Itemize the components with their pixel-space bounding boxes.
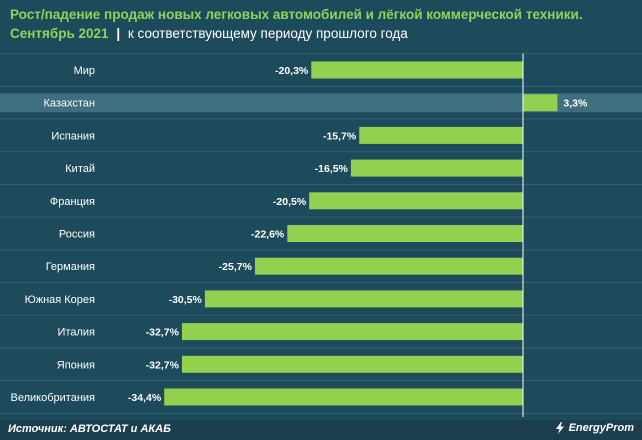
bar-1 bbox=[523, 94, 558, 112]
footer-bar: Источник: АВТОСТАТ и АКАБ EnergyProm bbox=[0, 420, 642, 440]
value-label: -22,6% bbox=[251, 229, 285, 241]
bar-chart: Мир -20,3% Казахстан 3,3% Испания -15,7% Китай… bbox=[0, 53, 642, 417]
category-label: Германия bbox=[46, 261, 95, 273]
highlight-row bbox=[0, 93, 642, 113]
subtitle-period: Сентябрь 2021 bbox=[10, 26, 109, 41]
value-label: -32,7% bbox=[146, 327, 180, 339]
source-note: Источник: АВТОСТАТ и АКАБ bbox=[8, 423, 171, 435]
category-label: Франция bbox=[50, 196, 95, 208]
subtitle-separator: | bbox=[116, 26, 121, 41]
value-label: 3,3% bbox=[563, 98, 588, 110]
chart-title: Рост/падение продаж новых легковых автом… bbox=[10, 7, 583, 22]
bar-0 bbox=[311, 61, 523, 79]
value-label: -20,3% bbox=[275, 65, 309, 77]
category-label: Мир bbox=[74, 65, 95, 77]
bar-2 bbox=[359, 126, 523, 144]
bar-6 bbox=[254, 257, 523, 275]
bar-9 bbox=[181, 355, 523, 373]
value-label: -34,4% bbox=[128, 392, 162, 404]
bar-10 bbox=[164, 388, 523, 406]
bar-7 bbox=[204, 290, 523, 308]
chart-title-block: Рост/падение продаж новых легковых автом… bbox=[10, 5, 640, 43]
bar-4 bbox=[309, 192, 523, 210]
value-label: -30,5% bbox=[169, 294, 203, 306]
category-label: Великобритания bbox=[11, 392, 96, 404]
category-label: Испания bbox=[51, 130, 95, 142]
bar-5 bbox=[287, 225, 523, 242]
category-label: Италия bbox=[58, 327, 96, 339]
energyprom-logo: EnergyProm bbox=[554, 422, 634, 434]
bar-8 bbox=[181, 323, 523, 341]
bar-3 bbox=[350, 159, 523, 177]
value-label: -16,5% bbox=[315, 163, 349, 175]
category-label: Южная Корея bbox=[25, 294, 95, 306]
value-label: -20,5% bbox=[273, 196, 307, 208]
category-label: Россия bbox=[59, 229, 95, 241]
value-label: -32,7% bbox=[146, 359, 180, 371]
chart-subtitle: Сентябрь 2021 | к соответствующему перио… bbox=[10, 24, 640, 43]
logo-text: EnergyProm bbox=[568, 422, 634, 434]
subtitle-description: к соответствующему периоду прошлого года bbox=[127, 26, 408, 41]
value-label: -15,7% bbox=[323, 130, 357, 142]
category-label: Китай bbox=[65, 163, 95, 175]
lightning-icon bbox=[555, 422, 564, 434]
value-label: -25,7% bbox=[219, 261, 253, 273]
category-label: Казахстан bbox=[43, 98, 95, 110]
category-label: Япония bbox=[57, 359, 95, 371]
